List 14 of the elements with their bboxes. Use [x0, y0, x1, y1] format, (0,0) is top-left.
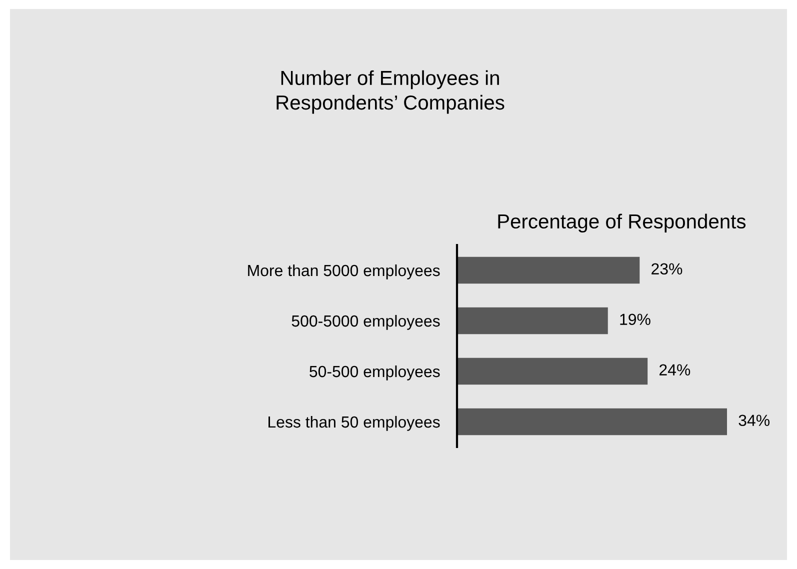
y-tick-label: More than 5000 employees — [248, 264, 440, 280]
y-tick-label: 50-500 employees — [310, 365, 440, 380]
data-label: 19% — [620, 314, 650, 326]
y-tick-label: Less than 50 employees — [268, 416, 440, 431]
x-axis-title: Percentage of Respondents — [498, 214, 746, 233]
bar — [457, 307, 608, 334]
data-label: 23% — [652, 263, 682, 275]
bar — [457, 408, 727, 436]
bar — [457, 358, 648, 385]
bar — [457, 256, 640, 284]
data-label: 24% — [660, 364, 690, 376]
y-tick-label: 500-5000 employees — [292, 314, 440, 330]
data-label: 34% — [738, 414, 770, 426]
chart-title: Number of Employees in Respondents’ Companies — [276, 70, 504, 114]
